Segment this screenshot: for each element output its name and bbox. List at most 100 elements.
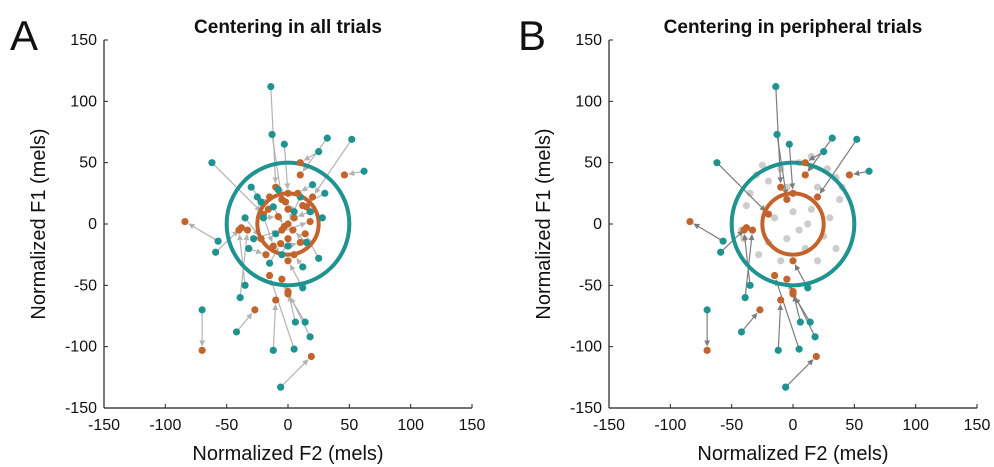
panel-b-peripheral-arrow — [742, 234, 751, 286]
panel-b-peripheral-start-point — [703, 306, 711, 314]
panel-a-peripheral-arrow — [280, 359, 309, 388]
panel-a-title: Centering in all trials — [194, 17, 382, 38]
panel-a-x-tick-label: -150 — [88, 417, 120, 434]
panel-b-peripheral-arrow — [774, 279, 800, 350]
panel-b-marks — [686, 83, 873, 391]
panel-a-peripheral-start-point — [267, 83, 275, 91]
panel-a-central-start-point — [259, 214, 268, 222]
panel-a-central-end-point — [284, 235, 292, 243]
panel-b-peripheral-start-point — [737, 328, 746, 336]
panel-a-peripheral-arrow — [269, 279, 295, 350]
panel-b-nonperipheral-point — [813, 257, 822, 265]
panel-b-peripheral-end-point — [777, 296, 785, 304]
panel-b-peripheral-start-point — [741, 294, 749, 302]
panel-a-central-start-point — [318, 214, 326, 222]
panel-a-peripheral-end-point — [296, 159, 304, 167]
panel-b: B Centering in peripheral trials -150 -10… — [518, 12, 990, 465]
panel-a-central-arrow — [244, 217, 259, 236]
panel-a-peripheral-start-point — [280, 140, 288, 148]
panel-a-central-start-point — [299, 263, 307, 271]
panel-b-nonperipheral-point — [758, 161, 766, 169]
panel-b-peripheral-arrow — [788, 144, 796, 190]
panel-b-peripheral-end-point — [748, 226, 757, 234]
panel-a-y-tick-label: 0 — [88, 216, 97, 233]
panel-a-y-label: Normalized F1 (mels) — [28, 128, 50, 319]
panel-a-x-tick-label: 100 — [397, 417, 424, 434]
panel-b-nonperipheral-point — [755, 251, 763, 259]
panel-a-peripheral-start-point — [360, 167, 368, 175]
panel-b-y-tick-label: 100 — [575, 93, 602, 110]
panel-a-peripheral-start-point — [291, 318, 299, 326]
panel-b-nonperipheral-point — [783, 235, 791, 243]
panel-a-peripheral-end-point — [272, 296, 280, 304]
panel-a-peripheral-start-point — [301, 318, 309, 326]
panel-b-y-tick-label: -150 — [570, 400, 602, 417]
panel-b-peripheral-arrow — [716, 162, 766, 212]
panel-a-central-start-point — [247, 183, 255, 191]
panel-b-nonperipheral-point — [813, 183, 822, 191]
panel-b-x-tick-label: 150 — [964, 417, 991, 434]
panel-a-peripheral-start-point — [323, 134, 331, 142]
panel-a-peripheral-arrow — [211, 162, 261, 212]
panel-a-central-end-point — [274, 213, 282, 221]
panel-b-peripheral-start-point — [773, 130, 781, 139]
panel-a-y-tick-label: 150 — [70, 32, 97, 49]
panel-a-peripheral-arrow — [237, 234, 246, 286]
panel-a-y-tick-label: -50 — [74, 277, 97, 294]
panel-b-peripheral-start-point — [746, 281, 754, 289]
panel-a-peripheral-start-point — [269, 346, 277, 354]
panel-a-peripheral-end-point — [251, 306, 259, 314]
panel-b-nonperipheral-point — [789, 208, 797, 216]
panel-a-peripheral-end-point — [308, 193, 317, 201]
panel-a-letter: A — [10, 12, 38, 59]
panel-b-peripheral-end-point — [771, 271, 779, 280]
panel-a-central-end-point — [296, 238, 304, 246]
panel-b-peripheral-end-point — [756, 306, 764, 314]
panel-b-nonperipheral-point — [804, 220, 812, 228]
panel-a-central-start-point — [241, 214, 249, 222]
panel-b-peripheral-start-point — [796, 318, 804, 326]
panel-a-x-tick-label: 50 — [340, 417, 358, 434]
panel-a-peripheral-start-point — [214, 237, 222, 245]
panel-b-peripheral-start-point — [719, 237, 727, 245]
panel-b-peripheral-end-point — [703, 346, 711, 354]
panel-a-peripheral-start-point — [232, 328, 241, 336]
panel-b-peripheral-start-point — [772, 83, 780, 91]
panel-a-peripheral-arrow — [287, 295, 296, 323]
panel-a-central-start-point — [302, 238, 310, 246]
panel-a-central-start-point — [290, 208, 298, 216]
panel-b-nonperipheral-point — [836, 195, 844, 204]
panel-b-nonperipheral-point — [807, 205, 816, 213]
panel-b-peripheral-end-point — [789, 189, 797, 197]
panel-a-central-end-point — [290, 214, 298, 222]
panel-b-peripheral-arrow — [794, 297, 811, 323]
panel-a-central-start-point — [321, 189, 329, 197]
panel-a: A Centering in all trials -150 -100 -50 0 50… — [10, 12, 485, 465]
panel-b-y-tick-label: -50 — [579, 277, 602, 294]
panel-a-peripheral-start-point — [212, 248, 220, 256]
panel-b-y-tick-label: -100 — [570, 339, 602, 356]
panel-a-peripheral-end-point — [181, 217, 189, 226]
panel-a-central-end-point — [284, 205, 292, 213]
panel-b-peripheral-end-point — [845, 171, 854, 179]
panel-a-y-tick-label: 50 — [79, 155, 97, 172]
panel-a-central-end-point — [290, 251, 298, 259]
panel-a-y-tick-label: -100 — [65, 339, 97, 356]
panel-a-y-tick-label: 100 — [70, 93, 97, 110]
panel-b-nonperipheral-point — [826, 214, 834, 222]
panel-b-peripheral-end-point — [813, 193, 822, 201]
panel-a-central-start-point — [272, 230, 280, 238]
panel-a-peripheral-start-point — [277, 383, 285, 391]
panel-a-central-end-point — [266, 193, 274, 201]
panel-b-peripheral-end-point — [686, 217, 694, 226]
panel-b-peripheral-end-point — [789, 257, 797, 265]
panel-a-x-label: Normalized F2 (mels) — [192, 443, 383, 465]
panel-b-nonperipheral-point — [771, 214, 779, 222]
panel-b-peripheral-end-point — [789, 287, 797, 296]
panel-a-central-start-point — [266, 259, 274, 267]
panel-a-peripheral-end-point — [296, 171, 304, 179]
panel-b-x-tick-label: 100 — [902, 417, 929, 434]
panel-b-nonperipheral-point — [777, 257, 785, 265]
panel-a-x-tick-label: 150 — [459, 417, 486, 434]
panel-a-outer-circle — [224, 160, 352, 288]
